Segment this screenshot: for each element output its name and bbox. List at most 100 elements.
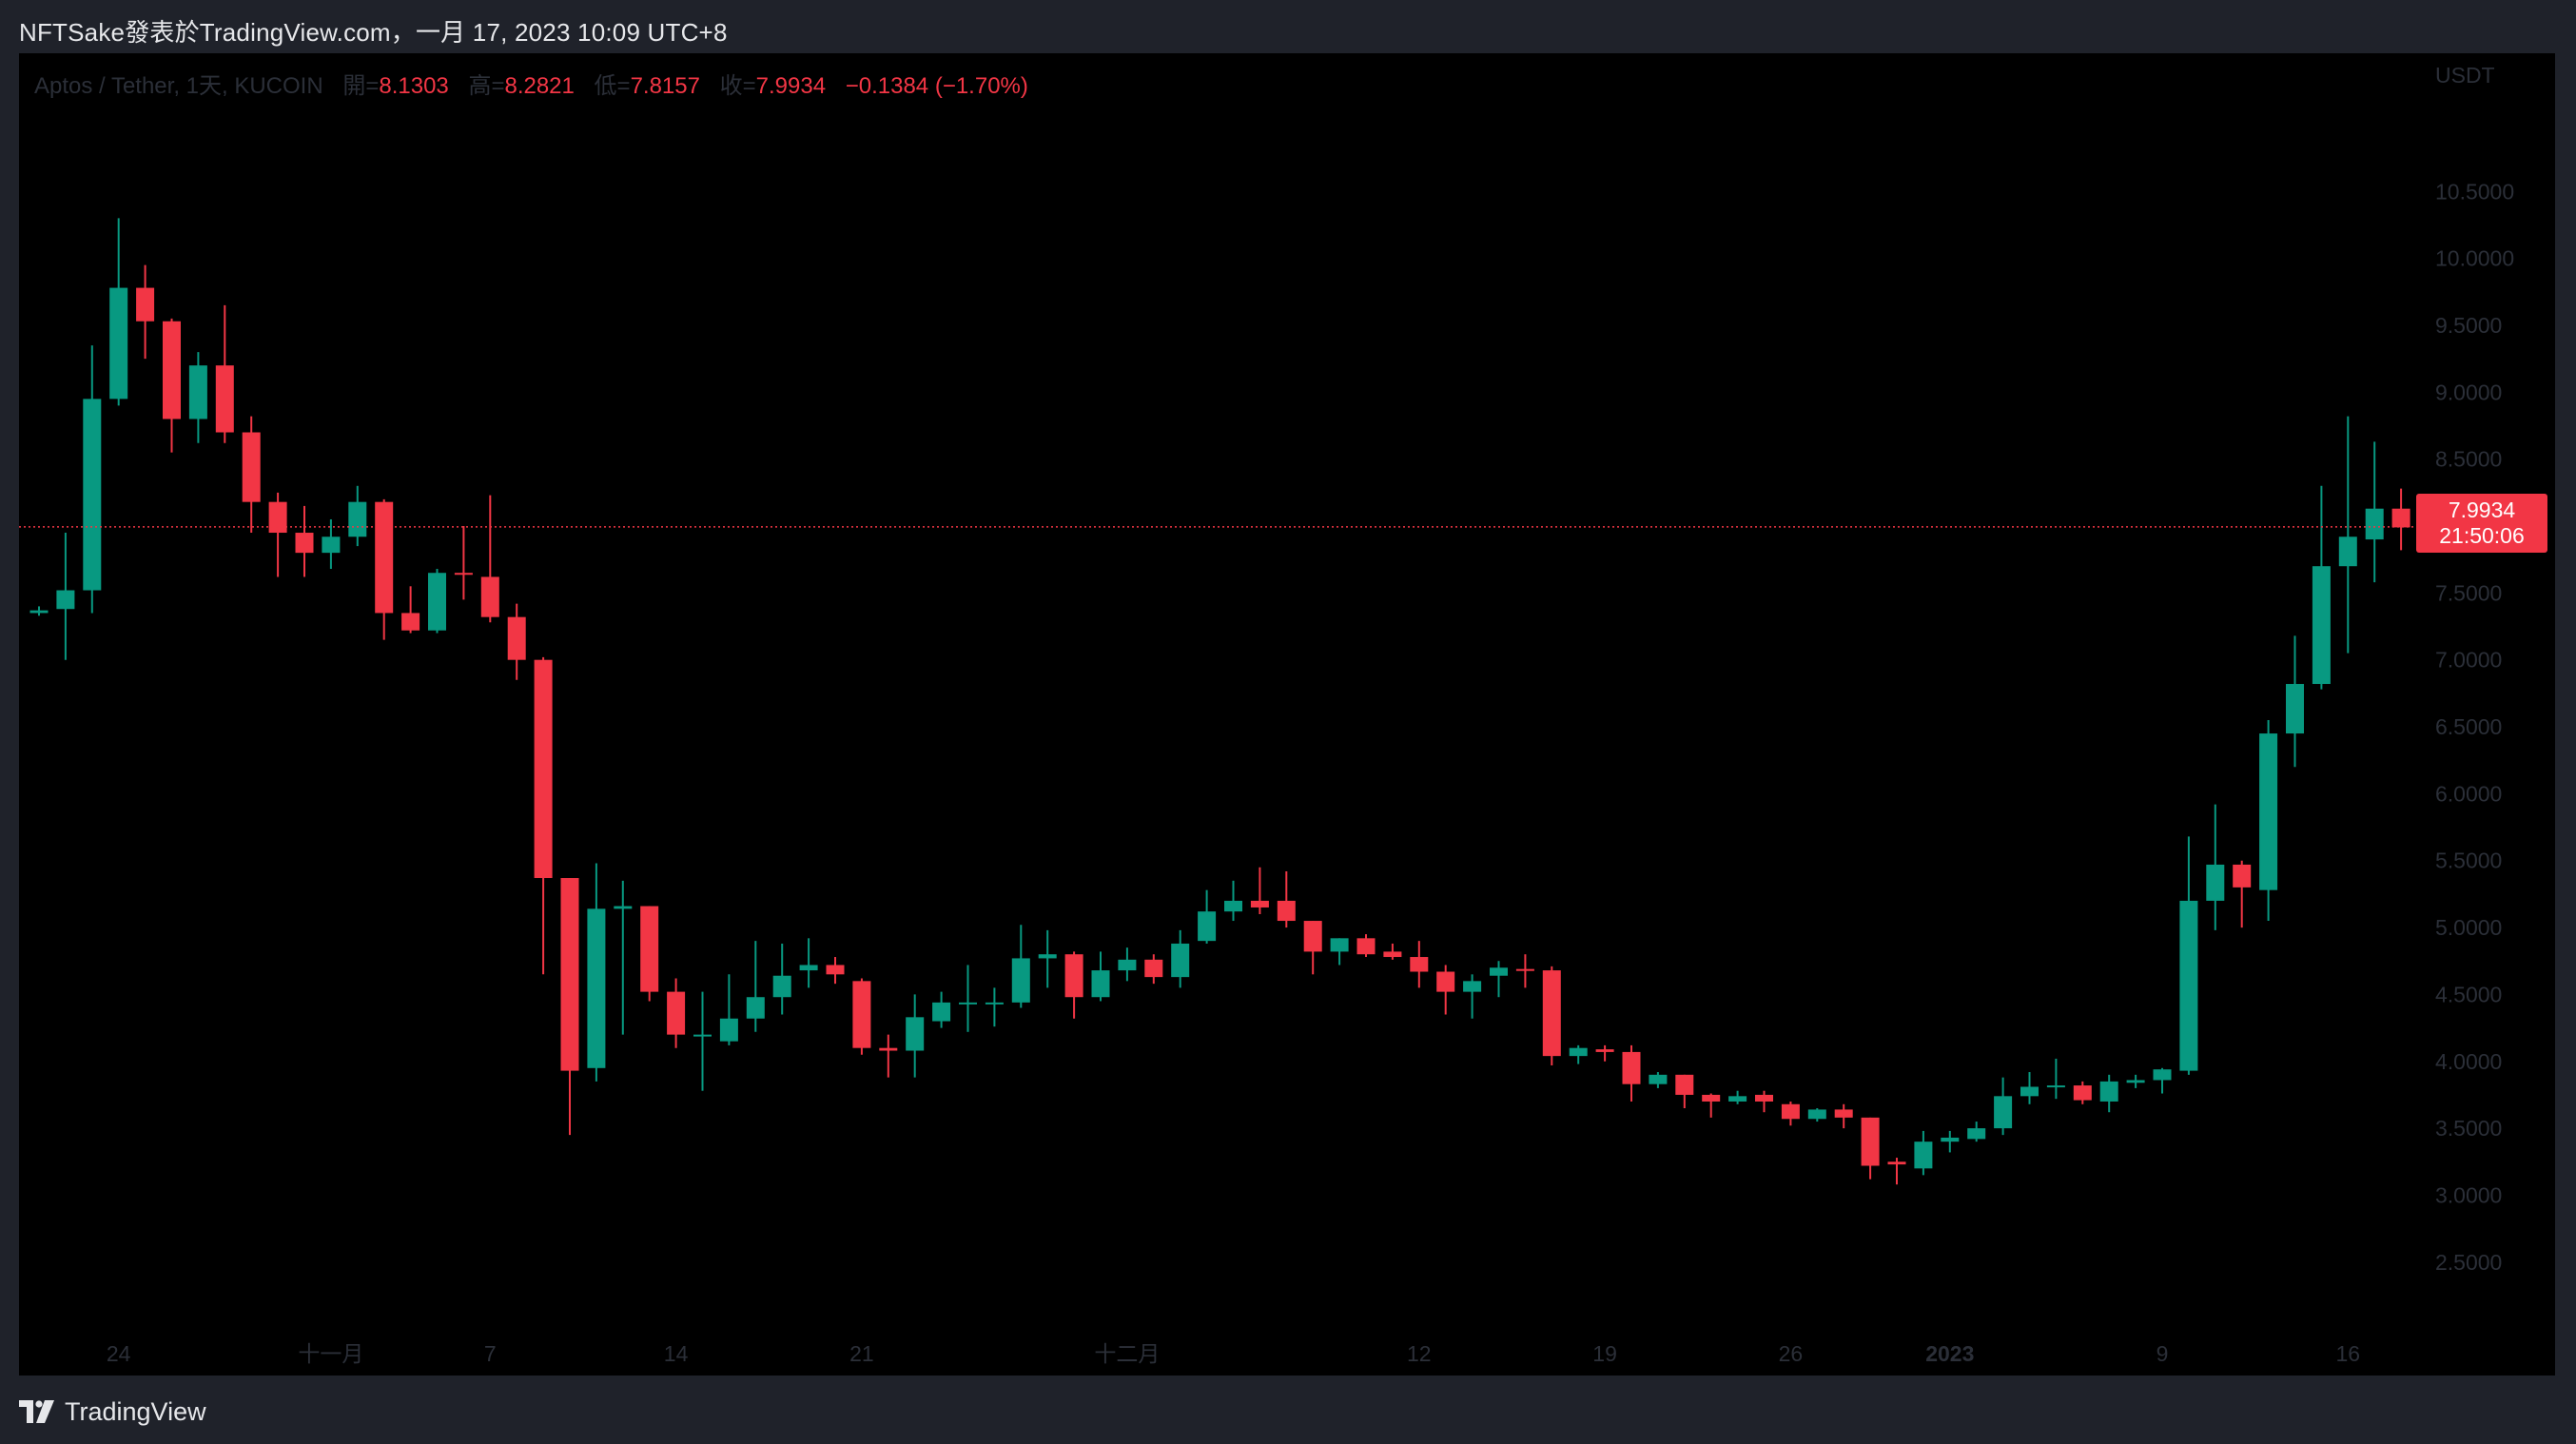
candle-body [2365,508,2384,540]
candle-body [1490,967,1508,976]
candle [295,505,314,577]
candle [1807,1108,1826,1122]
candle [1861,1117,1880,1180]
candle [2099,1074,2118,1113]
price-tick-label: 2.5000 [2435,1250,2502,1275]
candle [348,485,367,547]
candle [2179,836,2198,1075]
candle [1463,974,1482,1019]
candle-body [1649,1074,1668,1084]
price-tag-countdown: 21:50:06 [2439,523,2525,548]
candle [1515,954,1534,988]
candle-body [1038,954,1057,959]
candle [401,586,420,634]
candle-body [1967,1128,1986,1140]
candle [879,1034,898,1078]
time-axis[interactable]: 24 十一月 7 14 21 十二月 12 19 26 2023 9 16 [107,1341,2360,1366]
candle-body [1011,958,1030,1003]
candle-body [1994,1096,2013,1129]
candle [1303,921,1322,975]
candle-body [1383,951,1402,958]
tradingview-logo[interactable]: TradingView [19,1395,206,1429]
candle [56,533,75,660]
chart-panel[interactable] [19,53,2555,1376]
candle [1542,966,1561,1065]
candle [136,264,155,360]
candle-body [1569,1047,1588,1057]
candle-body [1941,1137,1960,1142]
candle-body [1356,938,1376,955]
close-label: 收= [719,73,756,99]
candle-body [2099,1081,2118,1102]
candle-body [109,287,128,400]
candles [29,218,2410,1185]
candle-body [1728,1096,1747,1102]
candle-body [959,1002,977,1005]
candle-body [1144,959,1163,978]
candle [163,318,181,453]
time-tick-label: 14 [664,1341,689,1366]
publish-line: NFTSake發表於TradingView.com，一月 17, 2023 10… [19,18,728,47]
candle-body [614,906,633,909]
candle [534,656,553,975]
candle-body [1064,954,1083,998]
candle [2153,1067,2172,1094]
price-axis[interactable]: 10.500010.00009.50009.00008.50008.00007.… [2435,179,2514,1275]
candle [1144,954,1163,985]
candle-body [560,878,579,1071]
candle-body [1861,1117,1880,1166]
candle [428,569,446,634]
candle-body [1118,959,1137,971]
candle [799,938,818,988]
candle-body [1171,943,1190,978]
candle [1702,1093,1721,1118]
time-tick-label: 9 [2156,1341,2169,1366]
candle [1595,1044,1614,1062]
candle-body [1542,970,1561,1057]
candle-body [2073,1085,2092,1101]
candle [1064,951,1083,1019]
candle-body [83,399,102,591]
candle [1011,925,1030,1008]
candle [667,978,686,1048]
tradingview-logo-icon [19,1400,54,1423]
time-tick-label: 十一月 [298,1341,363,1366]
candle [2286,635,2304,768]
candle [1091,951,1110,1002]
low-value: 7.8157 [630,73,700,99]
candle-body [1198,911,1217,942]
time-tick-label: 24 [107,1341,131,1366]
candle [242,416,261,534]
price-tick-label: 6.5000 [2435,714,2502,739]
candle-body [2153,1069,2172,1081]
candle-body [401,613,420,631]
open-value: 8.1303 [379,73,449,99]
candle-body [906,1017,925,1051]
currency-label: USDT [2435,63,2495,88]
candle-body [268,501,287,534]
low-label: 低= [594,73,631,99]
candle [640,906,659,1002]
candle [719,974,738,1045]
candle-body [534,659,553,879]
candle [1834,1103,1853,1129]
candle [29,606,49,616]
candle-body [1515,968,1534,971]
time-tick-label: 2023 [1925,1341,1974,1366]
candle [2206,804,2225,930]
candle [1410,941,1429,988]
candle-body [746,997,765,1019]
time-tick-label: 16 [2336,1341,2361,1366]
candle-body [826,965,845,975]
open-label: 開= [342,73,380,99]
candle [693,991,712,1091]
candle-body [932,1002,951,1022]
candle [1569,1044,1588,1064]
candle [1941,1130,1960,1153]
candle [1781,1101,1800,1126]
candle-body [29,610,49,614]
candle-body [1781,1103,1800,1120]
candle-body [2126,1080,2145,1083]
candle-body [56,590,75,610]
